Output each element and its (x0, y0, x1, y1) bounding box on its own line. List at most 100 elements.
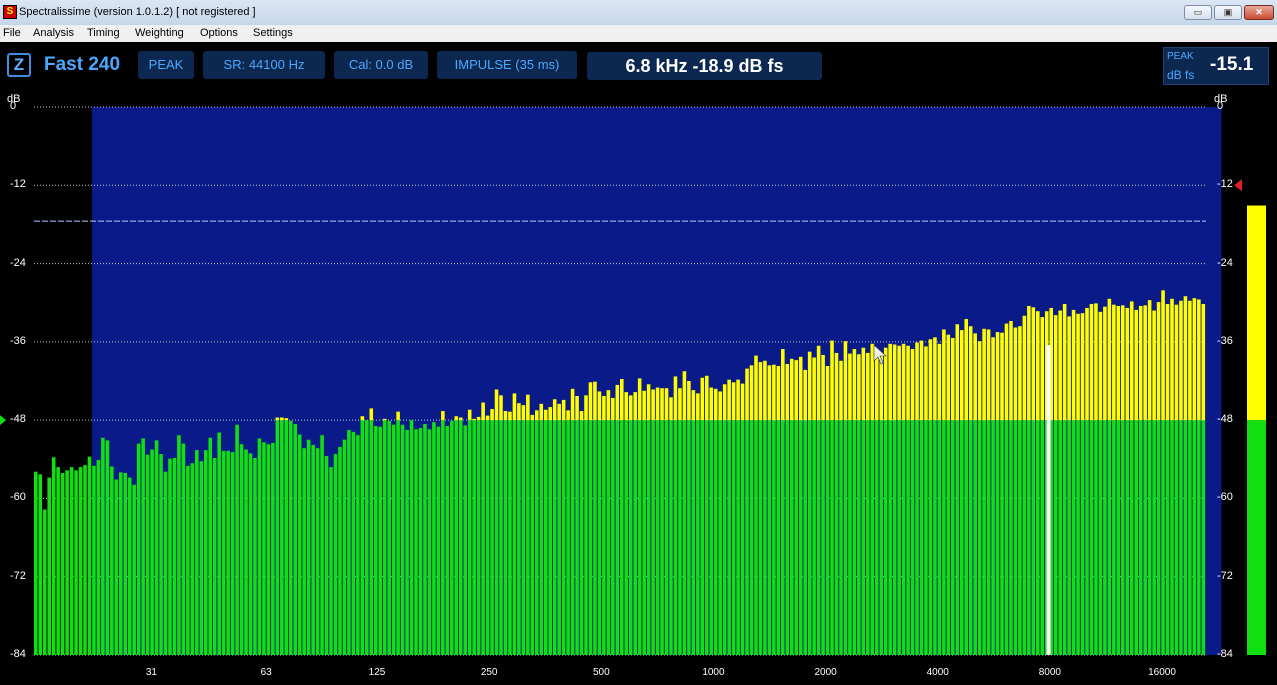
cursor-line[interactable] (1046, 345, 1051, 655)
spectrum-bar (570, 420, 575, 655)
y-tick-label: -24 (1217, 256, 1233, 269)
spectrum-bar (566, 420, 570, 655)
threshold-marker-icon[interactable] (0, 415, 6, 426)
spectrum-bar-peak (1143, 305, 1147, 421)
spectrum-bar (669, 420, 673, 655)
spectrum-bar (369, 420, 374, 655)
spectrum-bar-peak (458, 417, 463, 421)
spectrum-bar-peak (597, 391, 602, 421)
spectrum-bar (736, 420, 740, 655)
spectrum-bar-peak (973, 333, 977, 421)
spectrum-bar (664, 420, 669, 655)
spectrum-bar-peak (1129, 301, 1134, 421)
spectrum-bar (803, 420, 807, 655)
spectrum-bar (333, 454, 338, 655)
menu-timing[interactable]: Timing (87, 27, 120, 39)
spectrum-bar (1129, 420, 1134, 655)
spectrum-bar (1121, 420, 1125, 655)
spectrum-bar-peak (749, 365, 754, 421)
spectrum-bar (968, 420, 973, 655)
spectrum-bar (651, 420, 655, 655)
spectrum-bar (526, 420, 530, 655)
spectrum-bar (177, 435, 181, 655)
close-button[interactable]: ✕ (1244, 5, 1274, 20)
spectrum-bar (288, 420, 293, 655)
spectrum-bar (964, 420, 969, 655)
spectrum-bar (414, 429, 418, 655)
spectrum-bar (557, 420, 561, 655)
spectrum-bar (897, 420, 901, 655)
menu-settings[interactable]: Settings (253, 27, 293, 39)
spectrum-bar (628, 420, 633, 655)
timing-button[interactable]: IMPULSE (35 ms) (437, 51, 577, 79)
spectrum-bar-peak (1071, 309, 1076, 421)
spectrum-bar (866, 420, 870, 655)
spectrum-bar-peak (848, 353, 852, 421)
spectrum-bar (476, 420, 481, 655)
analysis-mode-label[interactable]: Fast 240 (44, 54, 121, 75)
spectrum-bar-peak (517, 403, 521, 421)
spectrum-bar (427, 429, 432, 655)
spectrum-bar-peak (977, 341, 982, 421)
spectrum-bar (709, 420, 714, 655)
peak-button[interactable]: PEAK (138, 51, 194, 79)
spectrum-bar-peak (1058, 310, 1062, 421)
spectrum-bar (1179, 420, 1183, 655)
spectrum-bar-peak (834, 352, 839, 421)
spectrum-bar (798, 420, 803, 655)
spectrum-bar-peak (1018, 326, 1022, 421)
spectrum-bar-peak (1053, 315, 1058, 421)
spectrum-bar-peak (691, 390, 696, 421)
minimize-button[interactable]: ▭ (1184, 5, 1212, 20)
menu-file[interactable]: File (3, 27, 21, 39)
spectrum-bar (892, 420, 897, 655)
menu-weighting[interactable]: Weighting (135, 27, 184, 39)
spectrum-bar-peak (722, 384, 727, 421)
spectrum-bar (986, 420, 991, 655)
spectrum-bar-peak (552, 399, 557, 421)
spectrum-bar-peak (866, 352, 870, 421)
spectrum-bar-peak (526, 394, 530, 421)
spectrum-bar (190, 463, 195, 655)
sample-rate-button[interactable]: SR: 44100 Hz (203, 51, 325, 79)
maximize-button[interactable]: ▣ (1214, 5, 1242, 20)
spectrum-bar-peak (284, 418, 289, 421)
spectrum-bar (763, 420, 767, 655)
spectrum-bar-peak (1116, 305, 1121, 421)
spectrum-bar-peak (767, 365, 772, 421)
spectrum-bar (852, 420, 857, 655)
weighting-z-button[interactable]: Z (7, 53, 31, 77)
spectrum-bar (682, 420, 687, 655)
spectrum-bar (311, 444, 315, 655)
spectrum-bar (275, 420, 280, 655)
spectrum-bar (96, 459, 101, 655)
spectrum-bar (271, 442, 275, 655)
spectrum-bar (937, 420, 942, 655)
spectrum-bar (485, 420, 490, 655)
spectrum-bar-peak (476, 416, 481, 421)
spectrum-bar (883, 420, 888, 655)
spectrum-bar-peak (736, 379, 740, 421)
spectrum-bar (874, 420, 879, 655)
spectrum-bar (620, 420, 624, 655)
reference-marker-icon[interactable] (1234, 179, 1242, 192)
menu-analysis[interactable]: Analysis (33, 27, 74, 39)
spectrum-bar-peak (539, 403, 544, 421)
spectrum-bar-peak (794, 360, 799, 421)
menu-options[interactable]: Options (200, 27, 238, 39)
y-tick-label: -60 (10, 491, 26, 504)
y-tick-label: -48 (10, 413, 26, 426)
spectrum-bar (543, 420, 548, 655)
spectrum-bar (34, 471, 38, 655)
spectrum-bar-peak (503, 411, 508, 421)
spectrum-bar (552, 420, 557, 655)
spectrum-bar-peak (942, 329, 946, 421)
spectrum-bar-peak (664, 388, 669, 421)
spectrum-bar-peak (651, 389, 655, 421)
spectrum-bar (951, 420, 955, 655)
spectrum-bar (745, 420, 749, 655)
spectrum-bar (991, 420, 995, 655)
calibration-button[interactable]: Cal: 0.0 dB (334, 51, 428, 79)
spectrum-bar (150, 449, 154, 655)
